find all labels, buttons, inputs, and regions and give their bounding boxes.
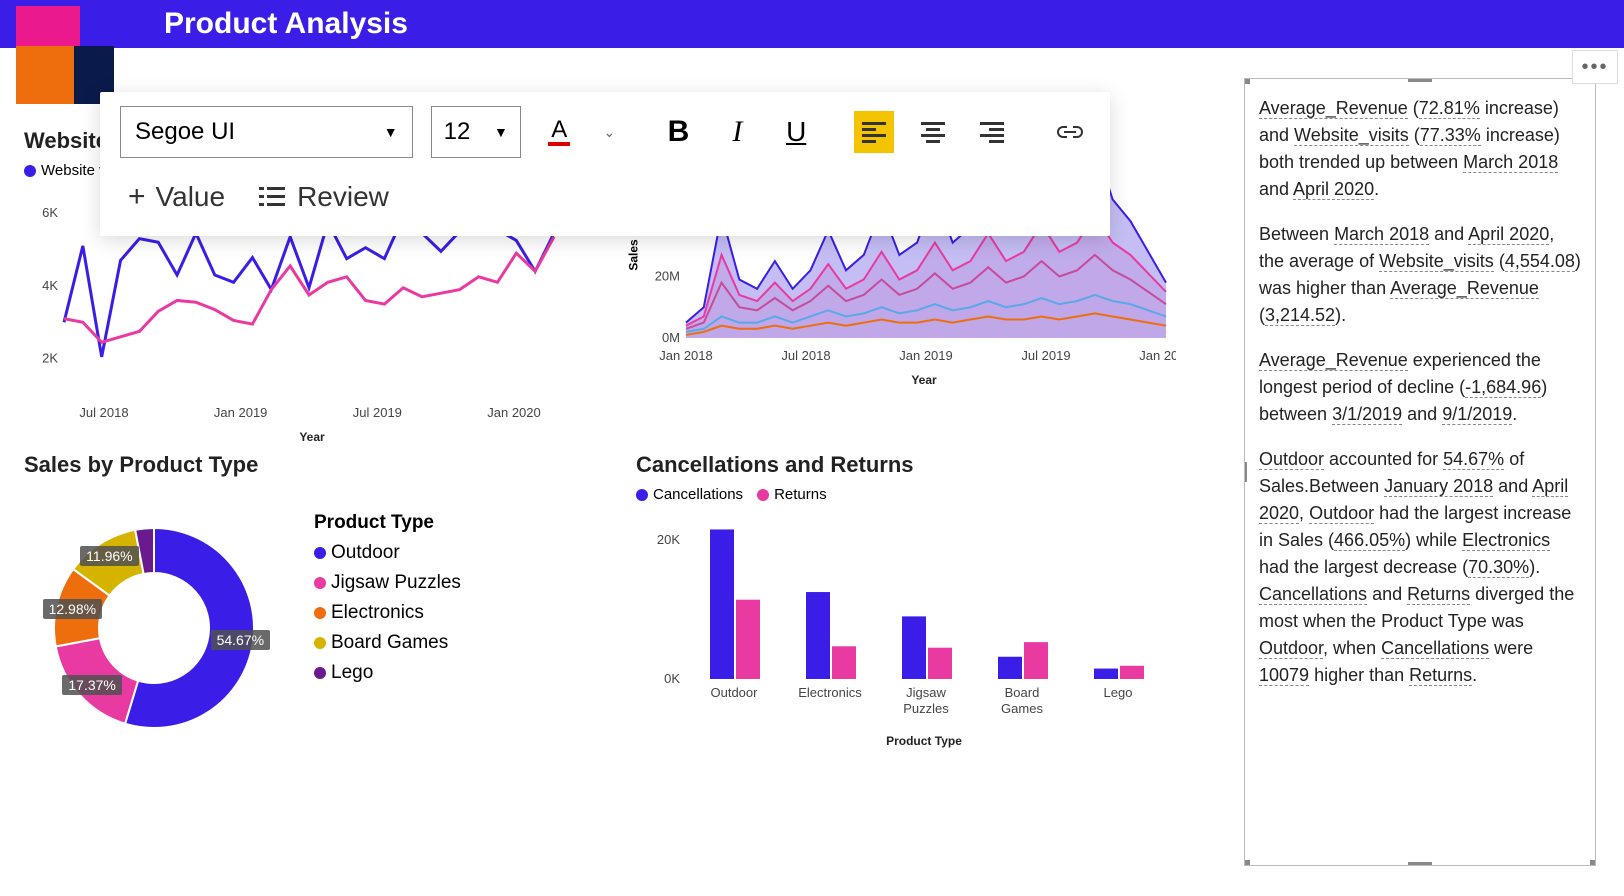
text-format-toolbar: Segoe UI ▼ 12 ▼ A ⌄ B I U + — [100, 92, 1110, 236]
narrative-paragraph: Outdoor accounted for 54.67% of Sales.Be… — [1259, 446, 1581, 689]
font-size-value: 12 — [444, 118, 471, 146]
cancellations-chart[interactable]: Cancellations and Returns CancellationsR… — [636, 452, 1212, 752]
align-left-button[interactable] — [854, 111, 895, 153]
svg-text:20K: 20K — [657, 532, 680, 547]
page-title: Product Analysis — [164, 7, 408, 41]
review-label: Review — [297, 181, 389, 213]
narrative-paragraph: Average_Revenue experienced the longest … — [1259, 347, 1581, 428]
svg-text:Jul 2018: Jul 2018 — [79, 405, 128, 420]
svg-text:Jan 2019: Jan 2019 — [899, 348, 953, 363]
insert-value-button[interactable]: + Value — [120, 176, 233, 218]
value-label: Value — [156, 181, 226, 213]
narrative-paragraph: Average_Revenue (72.81% increase) and We… — [1259, 95, 1581, 203]
list-icon — [259, 185, 287, 209]
smart-narrative-textbox[interactable]: Average_Revenue (72.81% increase) and We… — [1244, 78, 1596, 866]
review-button[interactable]: Review — [251, 176, 397, 218]
svg-text:Jul 2019: Jul 2019 — [1021, 348, 1070, 363]
svg-text:0M: 0M — [662, 330, 680, 345]
chart-legend: CancellationsReturns — [636, 486, 1212, 503]
font-color-button[interactable]: A — [539, 111, 580, 153]
align-right-button[interactable] — [971, 111, 1012, 153]
chart-title: Sales by Product Type — [24, 452, 284, 478]
svg-text:6K: 6K — [42, 205, 58, 220]
svg-text:Outdoor: Outdoor — [711, 685, 759, 700]
chevron-down-icon: ▼ — [384, 124, 398, 140]
x-axis-label: Year — [24, 430, 600, 444]
align-center-button[interactable] — [912, 111, 953, 153]
y-axis-label: Sales — [627, 239, 641, 270]
underline-button[interactable]: U — [776, 111, 817, 153]
svg-text:20M: 20M — [655, 268, 680, 283]
svg-text:Puzzles: Puzzles — [903, 701, 949, 716]
link-button[interactable] — [1049, 111, 1090, 153]
bold-button[interactable]: B — [658, 111, 699, 153]
header-bar: Product Analysis — [0, 0, 1624, 48]
svg-text:Board: Board — [1005, 685, 1040, 700]
x-axis-label: Product Type — [636, 734, 1212, 748]
italic-button[interactable]: I — [717, 111, 758, 153]
svg-text:Jan 2018: Jan 2018 — [659, 348, 713, 363]
svg-text:Games: Games — [1001, 701, 1043, 716]
more-options-button[interactable]: ••• — [1572, 50, 1618, 84]
chart-title: Cancellations and Returns — [636, 452, 1212, 478]
bar-chart-svg: 0K 20K Outdoor Electronics JigsawPuzzles Boar… — [636, 509, 1176, 729]
font-family-select[interactable]: Segoe UI ▼ — [120, 106, 413, 158]
x-axis-label: Year — [636, 373, 1212, 387]
svg-text:2K: 2K — [42, 351, 58, 366]
svg-text:Jigsaw: Jigsaw — [906, 685, 946, 700]
chevron-down-icon: ▼ — [494, 124, 508, 140]
svg-text:Jan 2020: Jan 2020 — [1139, 348, 1176, 363]
sales-by-type-chart[interactable]: Sales by Product Type 54.67%17.37%12.98%… — [24, 452, 600, 752]
svg-text:4K: 4K — [42, 278, 58, 293]
plus-icon: + — [128, 180, 146, 214]
svg-text:Jan 2020: Jan 2020 — [487, 405, 541, 420]
svg-text:0K: 0K — [664, 671, 680, 686]
font-size-select[interactable]: 12 ▼ — [431, 106, 521, 158]
svg-text:Jan 2019: Jan 2019 — [214, 405, 268, 420]
svg-text:Jul 2018: Jul 2018 — [781, 348, 830, 363]
svg-text:Lego: Lego — [1104, 685, 1133, 700]
logo-icon — [16, 6, 76, 96]
svg-text:Jul 2019: Jul 2019 — [353, 405, 402, 420]
narrative-paragraph: Between March 2018 and April 2020, the a… — [1259, 221, 1581, 329]
font-family-value: Segoe UI — [135, 118, 235, 146]
svg-text:Electronics: Electronics — [798, 685, 862, 700]
legend-title: Product Type — [314, 512, 461, 534]
font-color-dropdown[interactable]: ⌄ — [598, 111, 621, 153]
donut-legend: OutdoorJigsaw PuzzlesElectronicsBoard Ga… — [314, 542, 461, 684]
